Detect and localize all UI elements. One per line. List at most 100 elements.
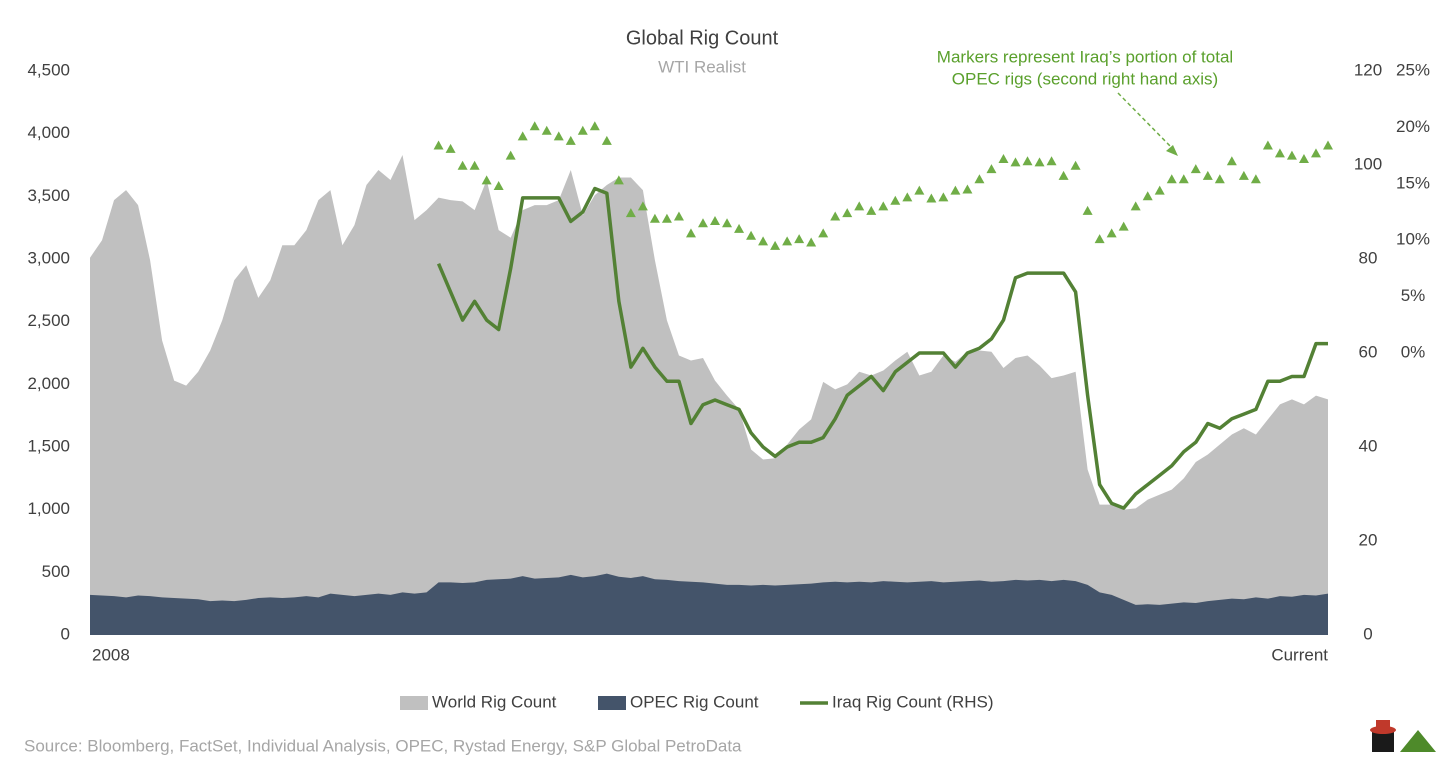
marker [1034,157,1045,167]
logo-figure [1372,732,1394,752]
marker [517,131,528,141]
marker [1310,148,1321,158]
marker [710,216,721,226]
area [90,154,1328,635]
marker [746,230,757,240]
marker [1010,157,1021,167]
marker [637,201,648,211]
marker [722,218,733,228]
tick-label: 0 [1363,624,1372,643]
annotation: Markers represent Iraq’s portion of tota… [937,47,1233,66]
marker [469,160,480,170]
annotation-arrowhead [1166,145,1178,156]
marker [890,195,901,205]
marker [1250,174,1261,184]
marker [697,218,708,228]
marker [541,125,552,135]
tick-label: 3,500 [27,186,70,205]
marker [1070,160,1081,170]
tick-label: 3,000 [27,248,70,267]
marker [529,121,540,131]
tick-label: 1,000 [27,499,70,518]
marker [685,228,696,238]
marker [938,192,949,202]
marker [613,175,624,185]
marker [854,201,865,211]
marker [1046,156,1057,166]
marker [818,228,829,238]
marker [758,236,769,246]
marker [782,236,793,246]
marker [1323,140,1333,150]
tick-label: 10% [1396,230,1430,249]
marker [950,185,961,195]
marker [625,208,636,218]
tick-label: 4,000 [27,123,70,142]
marker [830,211,841,221]
marker [734,223,745,233]
marker [505,150,516,160]
tick-label: 0% [1401,342,1426,361]
marker [842,208,853,218]
tick-label: 80 [1359,248,1378,267]
tick-label: 100 [1354,154,1382,173]
marker [601,135,612,145]
chart-title: Global Rig Count [626,27,779,49]
marker [433,140,444,150]
tick-label: 4,500 [27,60,70,79]
legend-swatch [598,696,626,710]
logo-triangle [1400,730,1436,752]
x-tick-label: 2008 [92,645,130,664]
marker [1106,228,1117,238]
marker [1142,191,1153,201]
marker [866,205,877,215]
tick-label: 500 [42,562,70,581]
tick-label: 40 [1359,436,1378,455]
marker [481,175,492,185]
marker [986,164,997,174]
logo-hat-top [1376,720,1390,730]
marker [770,240,781,250]
marker [493,181,504,191]
marker [1178,174,1189,184]
tick-label: 15% [1396,173,1430,192]
area [90,573,1328,635]
logo [1370,720,1436,752]
marker [1214,174,1225,184]
marker [457,160,468,170]
marker [1298,153,1309,163]
tick-label: 2,500 [27,311,70,330]
marker [1022,156,1033,166]
tick-label: 120 [1354,60,1382,79]
marker [1130,201,1141,211]
marker [1058,170,1069,180]
tick-label: 25% [1396,60,1430,79]
marker [445,143,456,153]
chart-subtitle: WTI Realist [658,57,746,76]
marker [926,193,937,203]
tick-label: 20 [1359,530,1378,549]
marker [902,192,913,202]
marker [974,174,985,184]
marker [1262,140,1273,150]
marker [1202,170,1213,180]
legend-swatch [400,696,428,710]
marker [1190,164,1201,174]
marker [806,237,817,247]
marker [673,211,684,221]
marker [878,201,889,211]
tick-label: 60 [1359,342,1378,361]
marker [962,184,973,194]
marker [553,131,564,141]
annotation-arrow [1117,92,1175,151]
annotation: OPEC rigs (second right hand axis) [952,69,1218,88]
tick-label: 20% [1396,117,1430,136]
marker [914,185,925,195]
legend-label: OPEC Rig Count [630,692,759,711]
tick-label: 0 [61,624,70,643]
tick-label: 1,500 [27,436,70,455]
marker [1286,150,1297,160]
marker [661,213,672,223]
marker [794,234,805,244]
